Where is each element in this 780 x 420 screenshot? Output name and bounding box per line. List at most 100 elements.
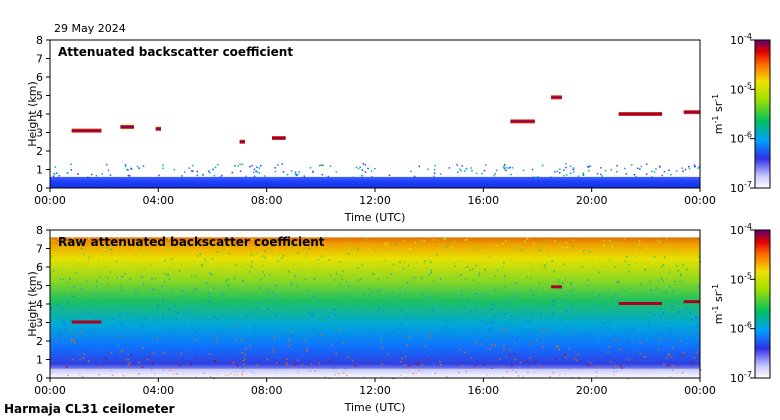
- noise-speck: [546, 262, 548, 264]
- noise-speck: [327, 315, 329, 318]
- aerosol-speck: [66, 172, 69, 174]
- x-tick-label: 08:00: [251, 194, 283, 207]
- noise-speck: [290, 243, 293, 246]
- noise-speck: [651, 327, 653, 330]
- noise-speck: [446, 321, 449, 323]
- noise-speck: [82, 253, 85, 256]
- noise-speck: [475, 249, 477, 251]
- noise-speck: [154, 341, 156, 343]
- noise-speck: [539, 350, 542, 352]
- noise-speck: [540, 312, 542, 315]
- cloud-core-cloud-2100: [618, 113, 663, 115]
- noise-speck: [311, 268, 314, 271]
- noise-speck: [479, 320, 482, 323]
- noise-speck: [109, 299, 112, 302]
- noise-speck: [339, 283, 342, 285]
- bottom-colorbar-scale: [754, 229, 771, 379]
- aerosol-speck: [321, 173, 324, 176]
- noise-speck: [606, 301, 609, 303]
- noise-speck: [201, 305, 203, 308]
- noise-speck: [657, 334, 660, 336]
- noise-speck: [473, 360, 476, 362]
- noise-speck: [213, 257, 215, 259]
- noise-speck: [249, 345, 252, 348]
- noise-speck: [61, 305, 64, 308]
- noise-speck: [412, 339, 415, 341]
- noise-speck: [125, 358, 127, 361]
- noise-speck: [481, 334, 484, 337]
- noise-speck: [338, 328, 341, 331]
- noise-speck: [179, 308, 182, 311]
- noise-speck: [340, 249, 343, 252]
- noise-speck: [74, 346, 77, 349]
- aerosol-speck: [217, 163, 219, 166]
- noise-speck: [609, 320, 612, 322]
- noise-speck: [140, 338, 143, 341]
- noise-speck: [666, 245, 669, 248]
- noise-speck: [386, 276, 389, 279]
- bottom-panel: Raw attenuated backscatter coefficient 0…: [26, 224, 716, 414]
- noise-speck: [455, 319, 458, 321]
- noise-speck: [357, 266, 359, 269]
- noise-speck: [504, 286, 506, 288]
- noise-speck: [407, 264, 410, 267]
- aerosol-speck: [70, 163, 72, 165]
- noise-speck: [269, 248, 272, 250]
- noise-speck: [60, 327, 63, 329]
- noise-speck: [432, 280, 435, 282]
- y-tick-label: 1: [36, 354, 43, 367]
- aerosol-speck: [636, 167, 639, 170]
- noise-speck: [231, 361, 233, 364]
- noise-speck: [225, 280, 227, 282]
- noise-speck: [504, 239, 507, 242]
- noise-speck: [489, 308, 492, 311]
- noise-speck: [356, 315, 359, 318]
- noise-speck: [288, 270, 290, 273]
- noise-speck: [507, 256, 510, 258]
- noise-speck: [84, 357, 86, 360]
- noise-speck: [647, 324, 650, 327]
- noise-speck: [75, 272, 78, 275]
- noise-speck: [557, 345, 559, 348]
- noise-speck: [241, 367, 243, 369]
- aerosol-speck: [196, 170, 198, 173]
- colorbar-tick-label: 10-6: [730, 131, 752, 146]
- noise-speck: [553, 270, 555, 273]
- noise-speck: [585, 303, 588, 305]
- x-tick-label: 08:00: [251, 384, 283, 397]
- noise-speck: [430, 331, 432, 333]
- noise-speck: [431, 316, 434, 318]
- noise-speck: [361, 263, 364, 266]
- noise-speck: [670, 328, 672, 331]
- noise-speck: [486, 292, 488, 294]
- noise-speck: [292, 331, 295, 334]
- aerosol-speck: [263, 175, 266, 177]
- noise-speck: [121, 289, 123, 291]
- noise-speck: [176, 274, 179, 277]
- noise-speck: [267, 353, 269, 356]
- noise-speck: [456, 320, 458, 323]
- noise-speck: [557, 243, 559, 245]
- noise-speck: [289, 303, 291, 306]
- noise-speck: [452, 319, 455, 322]
- noise-speck: [578, 346, 580, 349]
- noise-speck: [369, 242, 372, 245]
- noise-speck: [653, 313, 655, 316]
- noise-speck: [392, 263, 395, 266]
- noise-speck: [499, 311, 501, 314]
- noise-speck: [106, 315, 109, 317]
- noise-speck: [73, 347, 76, 350]
- noise-speck: [399, 292, 402, 295]
- noise-speck: [696, 325, 699, 328]
- noise-speck: [444, 326, 447, 329]
- noise-speck: [402, 267, 405, 270]
- x-tick-label: 00:00: [34, 194, 66, 207]
- aerosol-speck: [221, 174, 223, 177]
- aerosol-speck: [107, 169, 110, 172]
- noise-speck: [293, 275, 296, 278]
- noise-speck: [85, 280, 88, 283]
- noise-speck: [287, 327, 289, 329]
- y-tick-label: 6: [36, 261, 43, 274]
- noise-speck: [183, 324, 186, 326]
- noise-speck: [55, 340, 57, 342]
